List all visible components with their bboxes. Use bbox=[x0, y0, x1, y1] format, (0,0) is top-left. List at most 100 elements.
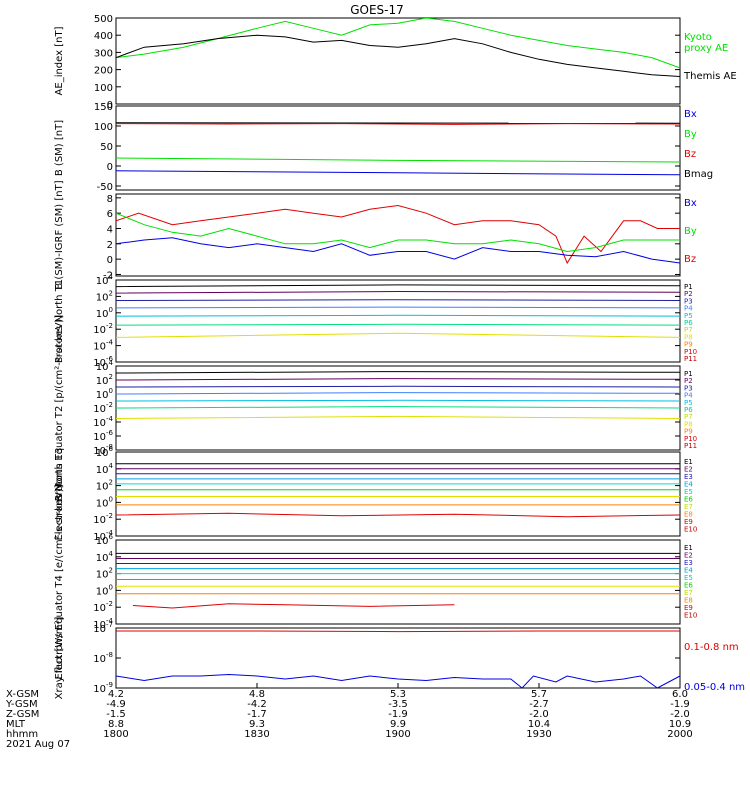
legend-e5: E5 bbox=[684, 574, 693, 582]
series-line-p4 bbox=[116, 392, 680, 395]
y-tick-label: 100 bbox=[94, 83, 113, 94]
y-tick-label: 0 bbox=[107, 162, 113, 173]
x-table-value: 1800 bbox=[103, 729, 128, 740]
legend-p4: P4 bbox=[684, 305, 693, 313]
y-tick-label: 10-9 bbox=[93, 681, 113, 695]
legend-e5: E5 bbox=[684, 488, 693, 496]
series-line-p6 bbox=[116, 323, 680, 326]
legend-p1: P1 bbox=[684, 370, 693, 378]
series-group bbox=[116, 204, 680, 265]
y-axis-label: B (SM)-IGRF (SM) [nT] bbox=[54, 180, 65, 289]
panel-7: 106 104 102 100 10-2 10-4 Electrons Equator T4… bbox=[54, 484, 697, 679]
series-line-themis-ae bbox=[116, 34, 680, 77]
series-line-p5 bbox=[116, 399, 680, 402]
panel-frame bbox=[115, 17, 681, 105]
legend-p6: P6 bbox=[684, 406, 693, 414]
legend-e7: E7 bbox=[684, 589, 693, 597]
legend-e9: E9 bbox=[684, 518, 693, 526]
series-line-bz bbox=[116, 204, 680, 265]
series-line-bz bbox=[116, 123, 680, 125]
y-tick-label: 6 bbox=[107, 209, 113, 220]
y-axis-label: AE_index [nT] bbox=[54, 26, 65, 95]
legend-e6: E6 bbox=[684, 582, 693, 590]
y-tick-label: 100 bbox=[94, 122, 113, 133]
date-label: 2021 Aug 07 bbox=[6, 739, 70, 750]
plot-title: GOES-17 bbox=[350, 3, 404, 17]
y-tick-label: 100 bbox=[96, 495, 113, 509]
legend-p5: P5 bbox=[684, 312, 693, 320]
x-table-value: -1.5 bbox=[106, 709, 126, 720]
y-tick-label: 10-8 bbox=[93, 651, 113, 665]
panel-frame bbox=[115, 193, 681, 277]
legend-e8: E8 bbox=[684, 597, 693, 605]
legend-p7: P7 bbox=[684, 413, 693, 421]
y-tick-label: 150 bbox=[94, 102, 113, 113]
series-group bbox=[116, 18, 680, 77]
legend-p8: P8 bbox=[684, 420, 693, 428]
legend-e10: E10 bbox=[684, 526, 697, 534]
x-table-value: -1.9 bbox=[388, 709, 408, 720]
legend-p7: P7 bbox=[684, 326, 693, 334]
y-tick-label: 104 bbox=[96, 359, 114, 373]
legend-e3: E3 bbox=[684, 473, 693, 481]
panel-frame bbox=[115, 539, 681, 625]
series-line-p6 bbox=[116, 406, 680, 409]
legend-p2: P2 bbox=[684, 290, 693, 298]
legend-bz: Bz bbox=[684, 149, 696, 160]
x-table-value: 5.7 bbox=[531, 689, 547, 700]
y-tick-label: 102 bbox=[96, 373, 113, 387]
panel-3: 8 6 4 2 0 -2 B (SM)-IGRF (SM) [nT] Bx By Bz bbox=[54, 180, 697, 289]
x-table-value: -3.5 bbox=[388, 699, 408, 710]
legend-e2: E2 bbox=[684, 552, 693, 560]
y-tick-label: 0 bbox=[107, 255, 113, 266]
legend-bmag: Bmag bbox=[684, 169, 713, 180]
legend-p5: P5 bbox=[684, 399, 693, 407]
legend-p10: P10 bbox=[684, 435, 697, 443]
y-tick-label: 104 bbox=[96, 462, 114, 476]
series-group bbox=[116, 463, 680, 518]
row-label-mlt: MLT bbox=[6, 719, 26, 730]
y-axis-label: Xray flux [W/m²] bbox=[54, 617, 65, 700]
y-tick-label: 500 bbox=[94, 14, 113, 25]
series-line-p3 bbox=[116, 385, 680, 388]
y-tick-label: 102 bbox=[96, 567, 113, 581]
legend-p2: P2 bbox=[684, 377, 693, 385]
legend-e2: E2 bbox=[684, 466, 693, 474]
legend-e4: E4 bbox=[684, 481, 693, 489]
series-group bbox=[116, 371, 680, 419]
panel-frame bbox=[115, 279, 681, 363]
legend-proxy-ae: proxy AE bbox=[684, 43, 728, 54]
x-table-value: -4.9 bbox=[106, 699, 126, 710]
y-axis-label: Protons Equator T2 [p/(cm²-s-sr-keV)] bbox=[54, 315, 65, 502]
y-tick-label: 10-2 bbox=[93, 512, 113, 526]
legend-e1: E1 bbox=[684, 544, 693, 552]
series-line-p2 bbox=[116, 290, 680, 294]
row-label-hhmm: hhmm bbox=[6, 729, 38, 740]
row-label-z-gsm: Z-GSM bbox=[6, 709, 39, 720]
series-line-bx bbox=[116, 237, 680, 264]
y-axis-label: Protons North T1 bbox=[54, 279, 65, 363]
row-label-y-gsm: Y-GSM bbox=[5, 699, 38, 710]
legend-bx: Bx bbox=[684, 109, 697, 120]
legend-p6: P6 bbox=[684, 319, 693, 327]
y-tick-label: 10-8 bbox=[93, 443, 113, 457]
panel-frame bbox=[115, 451, 681, 537]
series-line-p4 bbox=[116, 306, 680, 309]
x-table-value: -2.7 bbox=[529, 699, 549, 710]
legend-e10: E10 bbox=[684, 612, 697, 620]
y-tick-label: 100 bbox=[96, 583, 113, 597]
y-tick-label: 200 bbox=[94, 66, 113, 77]
series-line-p5 bbox=[116, 314, 680, 317]
legend-e7: E7 bbox=[684, 503, 693, 511]
x-table-value: 10.9 bbox=[669, 719, 691, 730]
legend-p9: P9 bbox=[684, 341, 693, 349]
legend-0-1-0-8-nm: 0.1-0.8 nm bbox=[684, 642, 739, 653]
y-tick-label: 106 bbox=[96, 533, 114, 547]
x-table-value: -2.0 bbox=[529, 709, 549, 720]
y-tick-label: 102 bbox=[96, 289, 113, 303]
y-axis-label: B (SM) [nT] bbox=[54, 120, 65, 176]
y-tick-label: 10-7 bbox=[93, 621, 113, 635]
series-line-p8 bbox=[116, 332, 680, 338]
x-table-value: 4.8 bbox=[249, 689, 265, 700]
